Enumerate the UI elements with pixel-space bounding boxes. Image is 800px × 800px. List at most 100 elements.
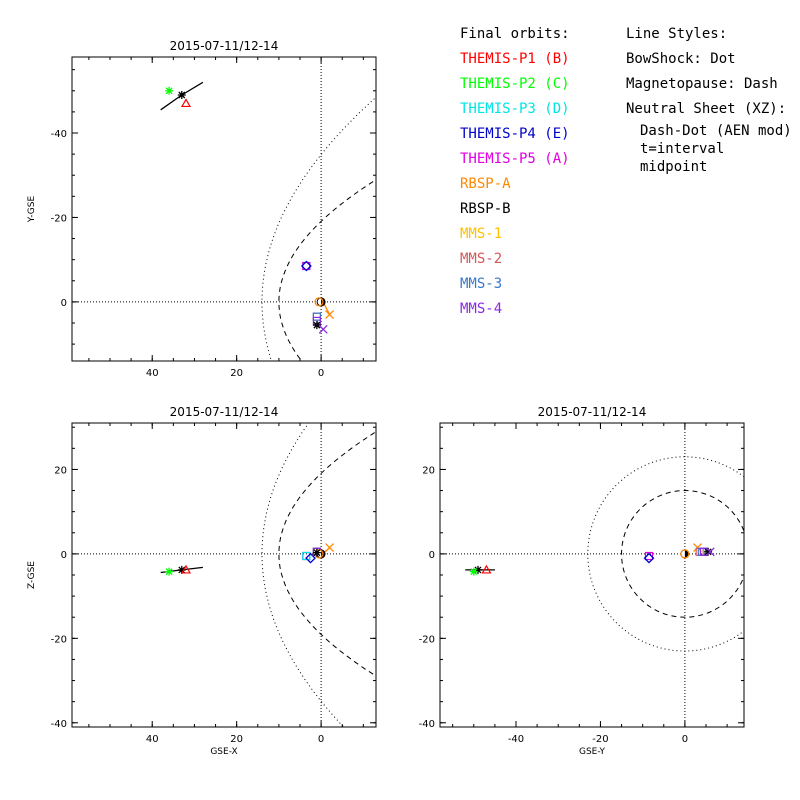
diamond-mark <box>643 552 655 564</box>
x-tick-label: 0 <box>318 368 324 379</box>
chart-title: 2015-07-11/12-14 <box>538 405 647 419</box>
bowshock-curve <box>261 96 376 361</box>
data-point-asterisk <box>177 565 186 574</box>
data-point-asterisk <box>312 548 321 557</box>
data-point-x <box>325 310 335 320</box>
legend-item-mms-3: MMS-3 <box>460 276 503 292</box>
neutral-sheet-style: Neutral Sheet (XZ): <box>626 101 787 117</box>
y-tick-label: 20 <box>422 465 435 476</box>
data-point-x <box>318 324 328 334</box>
data-point-square <box>644 551 654 561</box>
satellite-legend: Final orbits: THEMIS-P1 (B) THEMIS-P2 (C)… <box>460 22 570 322</box>
x-axis-label: GSE-X <box>210 747 237 757</box>
plot-frame <box>71 56 377 362</box>
plot-frame <box>71 422 377 728</box>
magnetopause-curve <box>278 431 376 677</box>
x-mark <box>325 543 335 553</box>
legend-item-themis-p3-d: THEMIS-P3 (D) <box>460 101 570 117</box>
circle-mark <box>680 549 690 559</box>
data-point-triangle <box>180 564 192 574</box>
line-styles-legend: Line Styles: BowShock: Dot Magnetopause:… <box>626 22 800 175</box>
bowshock-curve <box>261 423 345 727</box>
data-point-x <box>705 547 715 557</box>
chart-title: 2015-07-11/12-14 <box>170 405 279 419</box>
data-point-asterisk <box>704 547 713 556</box>
y-tick-label: -20 <box>51 213 67 224</box>
data-point-circle <box>680 549 690 559</box>
neutral-sheet-line-style: Dash-Dot (AEN mod) <box>640 123 792 139</box>
square-mark <box>644 551 654 561</box>
data-point-asterisk <box>469 567 478 576</box>
square-mark <box>302 551 311 561</box>
chart-panel-top-left: 2015-07-11/12-14 Y-GSE 40 20 0 -40 -20 0 <box>27 39 377 379</box>
data-point-asterisk <box>474 565 482 574</box>
chart-panel-bottom-right: 2015-07-11/12-14 GSE-Y -40 -20 0 -40 -20 0 20 <box>419 405 745 757</box>
data-point-triangle <box>481 564 492 574</box>
data-point-square <box>312 312 321 321</box>
magnetopause-style: Magnetopause: Dash <box>626 76 778 92</box>
chart-panel-bottom-left: 2015-07-11/12-14 GSE-X Z-GSE 40 20 0 -40 -20 0 20 <box>27 405 377 757</box>
data-point-x <box>325 543 335 553</box>
y-tick-label: -40 <box>51 129 67 140</box>
asterisk-mark <box>165 86 174 95</box>
x-tick-label: 20 <box>230 734 243 745</box>
data-point-asterisk <box>312 321 321 330</box>
data-point-triangle <box>180 98 192 108</box>
data-point-asterisk <box>177 91 186 99</box>
x-tick-label: -20 <box>592 734 608 745</box>
midpoint-note: t=interval midpoint <box>640 141 725 175</box>
y-axis-label: Z-GSE <box>27 561 37 589</box>
x-tick-label: 0 <box>318 734 324 745</box>
legend-item-themis-p1-b: THEMIS-P1 (B) <box>460 51 570 67</box>
legend-item-themis-p2-c: THEMIS-P2 (C) <box>460 76 570 92</box>
legend-item-mms-2: MMS-2 <box>460 251 503 267</box>
magnetopause-curve <box>621 490 744 618</box>
data-point-asterisk <box>165 86 174 95</box>
y-tick-label: -20 <box>419 634 435 645</box>
x-tick-label: 20 <box>230 368 243 379</box>
x-mark <box>325 310 335 320</box>
data-point-diamond <box>300 260 312 272</box>
y-tick-label: 0 <box>61 550 67 561</box>
asterisk-mark <box>177 91 186 99</box>
x-tick-label: 0 <box>682 734 688 745</box>
plot-frame <box>439 422 745 728</box>
legend-item-mms-1: MMS-1 <box>460 226 503 242</box>
line-styles-title: Line Styles: <box>626 26 728 42</box>
legend-item-rbsp-a: RBSP-A <box>460 176 511 192</box>
asterisk-mark <box>704 547 713 556</box>
y-tick-label: -40 <box>419 719 435 730</box>
data-point-diamond <box>305 552 316 564</box>
y-tick-label: 0 <box>61 298 67 309</box>
square-mark <box>302 261 311 271</box>
x-axis-label: GSE-Y <box>579 747 606 757</box>
legend-title: Final orbits: <box>460 26 570 42</box>
triangle-mark <box>481 564 492 574</box>
data-point-circle <box>314 297 324 307</box>
plot-area <box>72 57 376 361</box>
asterisk-mark <box>312 321 321 330</box>
legend-item-themis-p4-e: THEMIS-P4 (E) <box>460 126 570 142</box>
square-mark <box>312 312 321 321</box>
y-tick-label: 20 <box>54 465 67 476</box>
triangle-mark <box>180 98 192 108</box>
diamond-mark <box>305 552 316 564</box>
x-tick-label: -40 <box>508 734 524 745</box>
y-axis-label: Y-GSE <box>27 196 37 224</box>
square-mark <box>312 312 321 321</box>
legend-item-rbsp-b: RBSP-B <box>460 201 511 217</box>
data-point-asterisk <box>165 567 174 576</box>
data-point-diamond <box>643 552 655 564</box>
x-mark <box>318 324 328 334</box>
y-tick-label: 0 <box>429 550 435 561</box>
asterisk-mark <box>469 567 478 576</box>
data-point-square <box>302 261 311 271</box>
diamond-mark <box>300 260 312 272</box>
asterisk-mark <box>312 548 321 557</box>
data-point-square <box>312 312 321 321</box>
data-point-square <box>302 551 311 561</box>
y-tick-label: -20 <box>51 634 67 645</box>
asterisk-mark <box>165 567 174 576</box>
plot-area <box>440 423 744 727</box>
